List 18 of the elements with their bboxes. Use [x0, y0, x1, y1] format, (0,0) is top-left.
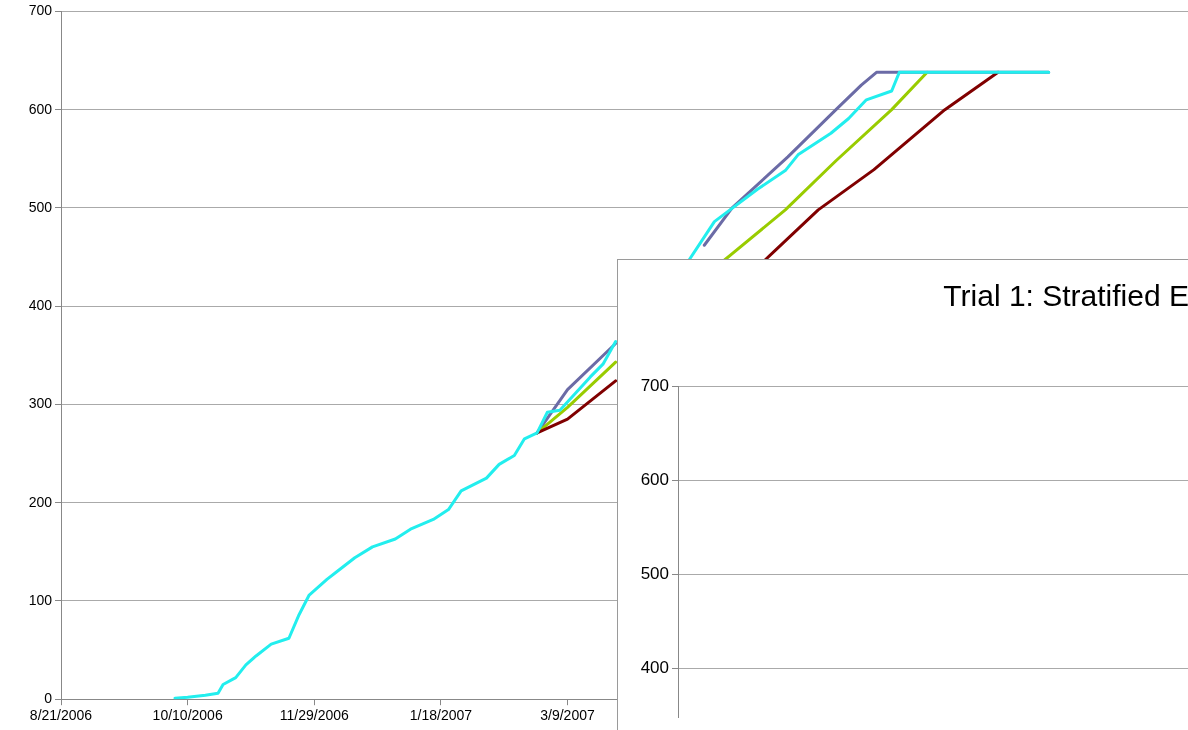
x-tick-label: 8/21/2006	[29, 707, 93, 724]
y-tick-label: 400	[28, 297, 53, 314]
x-tick-label: 10/10/2006	[152, 707, 223, 724]
y-tick-label: 100	[28, 591, 53, 608]
y-tick-label: 700	[640, 375, 669, 395]
x-tick-label: 11/29/2006	[279, 707, 349, 724]
y-tick-label: 600	[640, 469, 669, 489]
y-tick-label: 500	[640, 564, 669, 584]
y-tick-label: 400	[640, 658, 669, 678]
chart-title: Trial 1: Stratified E	[943, 279, 1188, 313]
y-tick-label: 600	[28, 100, 53, 117]
y-tick-label: 700	[28, 2, 53, 19]
x-tick-label: 1/18/2007	[409, 707, 473, 724]
y-tick-label: 0	[44, 690, 53, 707]
y-tick-label: 200	[28, 493, 53, 510]
y-tick-label: 500	[28, 198, 53, 215]
x-tick-label: 3/9/2007	[540, 707, 595, 724]
y-tick-label: 300	[28, 395, 53, 412]
